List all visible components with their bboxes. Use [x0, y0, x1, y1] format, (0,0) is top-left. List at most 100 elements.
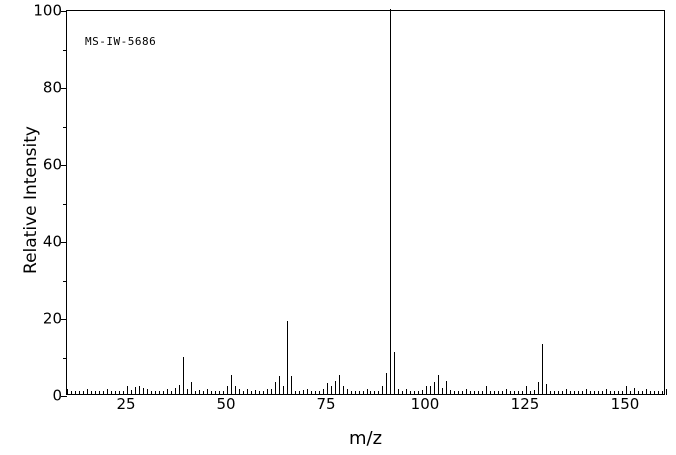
x-axis-tick-label: 150: [610, 395, 640, 413]
spectrum-peak: [331, 385, 332, 394]
x-axis-tick: [422, 391, 423, 395]
x-axis-tick: [430, 391, 431, 395]
x-axis-tick: [231, 391, 232, 395]
x-axis-tick: [335, 391, 336, 395]
x-axis-tick: [235, 391, 236, 395]
x-axis-tick: [462, 391, 463, 395]
x-axis-tick: [450, 391, 451, 395]
x-axis-tick: [299, 391, 300, 395]
x-axis-tick: [223, 391, 224, 395]
x-axis-tick: [363, 391, 364, 395]
x-axis-tick: [550, 391, 551, 395]
x-axis-tick: [610, 391, 611, 395]
spectrum-peak: [183, 357, 184, 394]
x-axis-tick: [251, 391, 252, 395]
x-axis-tick: [494, 391, 495, 395]
x-axis-tick: [259, 391, 260, 395]
x-axis-tick: [642, 391, 643, 395]
x-axis-tick: [139, 391, 140, 395]
y-axis-tick: [63, 49, 67, 51]
x-axis-tick: [594, 391, 595, 395]
spectrum-peak: [390, 9, 391, 394]
x-axis-tick: [542, 391, 543, 395]
x-axis-tick: [263, 391, 264, 395]
x-axis-tick: [482, 391, 483, 395]
y-axis-tick: [63, 203, 67, 205]
y-axis-tick-label: 80: [42, 78, 62, 97]
x-axis-tick: [315, 391, 316, 395]
x-axis-tick: [570, 391, 571, 395]
x-axis-tick: [327, 386, 328, 395]
y-axis-tick: [61, 165, 67, 166]
x-axis-tick: [203, 391, 204, 395]
plot-area: MS-IW-5686 0 20 40 60 80 100: [33, 3, 667, 403]
x-axis-tick: [510, 391, 511, 395]
y-axis-tick: [61, 396, 67, 397]
x-axis-tick: [518, 391, 519, 395]
spectrum-peak: [335, 380, 336, 394]
x-axis-tick: [514, 391, 515, 395]
x-axis-tick: [75, 391, 76, 395]
x-axis-tick: [247, 389, 248, 395]
spectrum-peak: [143, 387, 144, 394]
x-axis-tick: [127, 386, 128, 395]
x-axis-tick: [107, 389, 108, 395]
x-axis-tick: [267, 389, 268, 395]
x-axis-tick: [538, 391, 539, 395]
x-axis-tick: [618, 391, 619, 395]
x-axis-tick: [490, 391, 491, 395]
x-axis-tick: [367, 389, 368, 395]
x-axis-tick: [183, 391, 184, 395]
spectrum-peak: [135, 387, 136, 394]
x-axis-tick: [566, 389, 567, 395]
plot-inner: MS-IW-5686 0 20 40 60 80 100: [33, 3, 667, 403]
spectrum-peak: [343, 386, 344, 394]
x-axis-tick: [187, 389, 188, 395]
x-axis-tick: [506, 389, 507, 395]
x-axis-tick: [79, 391, 80, 395]
x-axis-tick: [590, 391, 591, 395]
x-axis-tick: [546, 389, 547, 395]
spectrum-peak: [430, 386, 431, 394]
x-axis-tick: [291, 391, 292, 395]
x-axis-tick: [91, 391, 92, 395]
y-axis-tick-label: 20: [42, 309, 62, 328]
x-axis-tick-label: 125: [510, 395, 540, 413]
x-axis-tick-label: 100: [410, 395, 440, 413]
x-axis-tick: [155, 391, 156, 395]
x-axis-tick-label: 25: [116, 395, 136, 413]
y-axis-tick: [63, 357, 67, 359]
x-axis-tick: [135, 391, 136, 395]
x-axis-tick: [307, 389, 308, 395]
x-axis-tick: [123, 391, 124, 395]
x-axis-tick: [598, 391, 599, 395]
spectrum-peak: [231, 374, 232, 394]
spectrum-peak: [191, 382, 192, 394]
x-axis-tick: [390, 391, 391, 395]
x-axis-tick: [87, 389, 88, 395]
y-axis-tick: [63, 280, 67, 282]
x-axis-tick: [646, 389, 647, 395]
spectrum-peak: [339, 374, 340, 394]
x-axis-tick: [478, 391, 479, 395]
x-axis-tick: [131, 391, 132, 395]
y-axis-tick: [61, 319, 67, 320]
x-axis-tick: [347, 389, 348, 395]
x-axis-tick: [562, 391, 563, 395]
spectrum-peak: [287, 320, 288, 394]
x-axis-tick: [522, 391, 523, 395]
x-axis-tick: [374, 391, 375, 395]
x-axis-title: m/z: [348, 428, 383, 449]
x-axis-tick: [438, 391, 439, 395]
spectrum-peak: [386, 372, 387, 394]
x-axis-tick: [331, 391, 332, 395]
x-axis-tick: [442, 391, 443, 395]
x-axis-tick: [662, 391, 663, 395]
x-axis-tick: [151, 391, 152, 395]
x-axis-tick: [526, 386, 527, 395]
x-axis-tick: [558, 391, 559, 395]
spectrum-peak: [283, 386, 284, 394]
x-axis-tick: [159, 391, 160, 395]
x-axis-tick: [279, 391, 280, 395]
x-axis-tick: [582, 391, 583, 395]
